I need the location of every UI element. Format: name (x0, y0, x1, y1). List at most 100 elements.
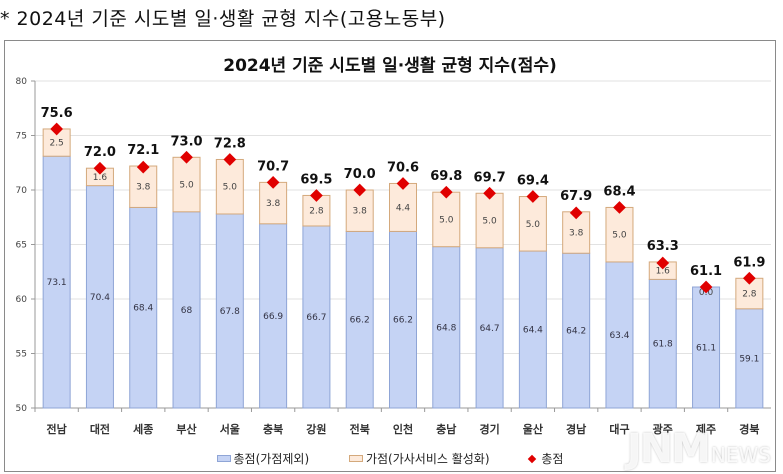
x-tick-label: 충북 (263, 422, 283, 436)
x-tick-label: 전북 (350, 422, 370, 436)
bar-base (85, 185, 114, 409)
total-marker-icon (396, 177, 410, 190)
total-value-label: 61.9 (733, 255, 765, 270)
x-tick-label: 세종 (133, 422, 153, 436)
total-marker-icon (353, 183, 367, 197)
base-value-label: 66.2 (350, 316, 370, 326)
total-value-label: 73.0 (170, 134, 202, 149)
bonus-value-label: 5.0 (612, 231, 627, 241)
legend-item-base: 총점(가점제외) (216, 450, 310, 467)
base-value-label: 66.7 (306, 313, 326, 323)
base-value-label: 61.8 (653, 340, 673, 350)
watermark-logo: JNM NEWS (626, 426, 771, 472)
bar-base (302, 225, 331, 409)
bonus-value-label: 5.0 (179, 181, 194, 191)
total-value-label: 70.0 (344, 167, 376, 182)
base-value-label: 64.7 (480, 324, 500, 334)
bar-base (172, 211, 201, 409)
total-marker-icon (136, 160, 150, 174)
bar-base (692, 286, 721, 409)
base-value-label: 66.9 (263, 312, 283, 322)
legend-swatch-base (216, 454, 231, 462)
base-value-label: 66.2 (393, 316, 413, 326)
y-tick-label: 80 (16, 77, 28, 87)
x-tick-label: 충남 (436, 422, 456, 436)
x-tick-label: 부산 (176, 422, 196, 436)
legend-item-total: 총점 (528, 450, 564, 467)
base-value-label: 64.2 (566, 327, 586, 337)
total-value-label: 72.8 (214, 136, 246, 151)
bar-bonus (389, 182, 417, 232)
bonus-value-label: 1.6 (93, 173, 108, 183)
total-marker-icon (93, 161, 107, 175)
base-value-label: 64.4 (523, 326, 543, 336)
x-tick-label: 울산 (523, 422, 543, 436)
bar-base (735, 308, 764, 409)
x-tick-label: 광주 (653, 423, 673, 436)
total-value-label: 63.3 (647, 239, 679, 254)
bonus-value-label: 3.8 (353, 207, 368, 217)
total-marker-icon (180, 150, 193, 164)
chart-legend: 총점(가점제외) 가점(가사서비스 활성화) 총점 (5, 450, 775, 468)
bonus-value-label: 1.6 (656, 267, 671, 277)
x-tick-label: 제주 (696, 422, 716, 436)
legend-swatch-bonus (348, 454, 363, 462)
x-tick-label: 경남 (566, 422, 586, 436)
base-value-label: 68 (181, 306, 193, 316)
stacked-bar-chart: 50 55 60 65 70 75 80 73.1 2.5 75.6 전남 70.4 1.6 72.0 대전… (16, 77, 771, 436)
chart-title: 2024년 기준 시도별 일·생활 균형 지수(점수) (223, 56, 557, 76)
bar-base (129, 206, 158, 409)
legend-item-bonus: 가점(가사서비스 활성화) (348, 450, 490, 467)
y-tick-label: 75 (16, 132, 27, 142)
bonus-value-label: 5.0 (223, 183, 238, 193)
base-value-label: 67.8 (220, 307, 240, 317)
chart-frame: 2024년 기준 시도별 일·생활 균형 지수(점수) 50 55 60 65 70 75… (4, 40, 776, 472)
total-value-label: 72.1 (127, 143, 159, 158)
total-marker-icon (266, 176, 280, 189)
x-tick-label: 대구 (609, 422, 629, 436)
bar-base (605, 261, 634, 409)
bar-base (648, 278, 677, 409)
legend-label-base: 총점(가점제외) (233, 451, 310, 466)
legend-label-total: 총점 (541, 452, 564, 466)
bonus-value-label: 2.5 (49, 139, 63, 149)
bar-bonus (605, 206, 634, 263)
x-tick-label: 대전 (90, 422, 110, 436)
base-value-label: 61.1 (696, 344, 716, 354)
bonus-value-label: 5.0 (526, 220, 541, 230)
total-value-label: 69.8 (430, 169, 462, 184)
bonus-value-label: 2.8 (742, 290, 757, 300)
x-tick-label: 강원 (306, 422, 326, 436)
total-value-label: 70.7 (257, 159, 289, 174)
y-tick-label: 55 (16, 350, 27, 360)
bar-bonus (345, 189, 374, 232)
base-value-label: 64.8 (436, 323, 456, 333)
total-value-label: 68.4 (603, 184, 635, 199)
total-value-label: 67.9 (560, 189, 592, 204)
total-value-label: 69.5 (300, 172, 332, 187)
bonus-value-label: 3.8 (266, 199, 281, 209)
total-value-label: 75.6 (41, 106, 73, 121)
x-tick-label: 서울 (220, 422, 240, 436)
x-tick-label: 경북 (739, 422, 759, 436)
bonus-value-label: 3.8 (569, 229, 584, 239)
bonus-value-label: 3.8 (136, 183, 151, 193)
figure-caption: * 2024년 기준 시도별 일·생활 균형 지수(고용노동부) (0, 8, 446, 30)
base-value-label: 59.1 (739, 354, 759, 364)
total-marker-icon (483, 186, 496, 200)
y-tick-label: 70 (16, 186, 28, 196)
base-value-label: 68.4 (133, 304, 153, 314)
total-marker-icon (439, 185, 453, 199)
diamond-marker-icon (528, 454, 537, 463)
x-tick-label: 전남 (47, 422, 67, 436)
bonus-value-label: 5.0 (482, 217, 497, 227)
bar-base (345, 230, 374, 409)
base-value-label: 73.1 (47, 278, 67, 288)
bar-base (389, 230, 417, 409)
total-marker-icon (310, 189, 323, 202)
total-value-label: 70.6 (387, 160, 419, 175)
bar-bonus (475, 192, 504, 249)
total-value-label: 69.7 (474, 170, 506, 185)
total-value-label: 69.4 (517, 174, 549, 189)
x-tick-label: 인천 (393, 422, 413, 436)
